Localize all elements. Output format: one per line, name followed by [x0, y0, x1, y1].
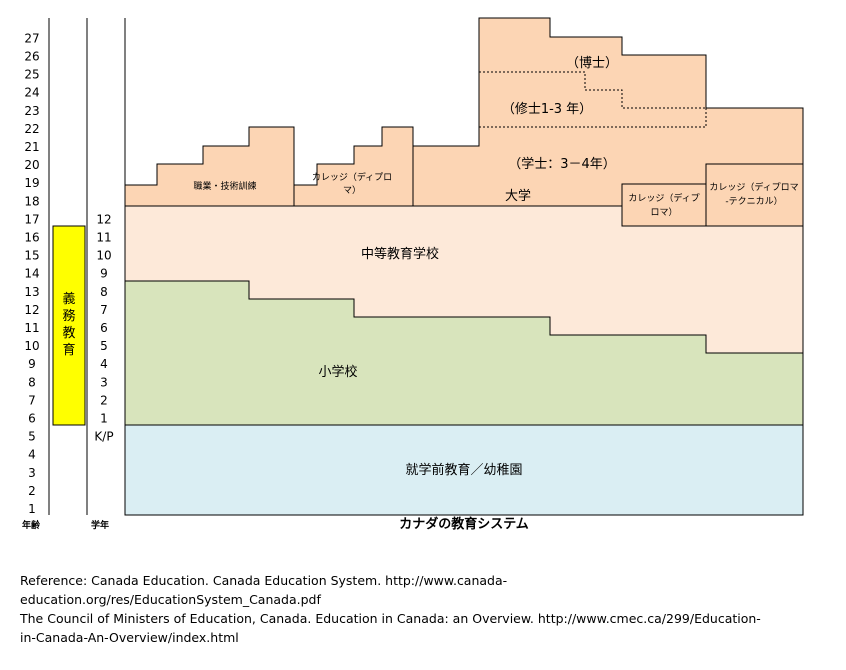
age-label: 1 — [28, 502, 36, 516]
preschool-block — [124, 424, 804, 516]
grade-label: 6 — [100, 321, 108, 335]
age-label: 10 — [24, 339, 39, 353]
compulsory-education-label: 義務教育 — [62, 291, 75, 358]
grade-axis-title: 学年 — [91, 519, 109, 531]
college-diploma-label-line2: マ） — [343, 185, 361, 196]
age-label: 15 — [24, 249, 39, 263]
university-label: 大学 — [505, 188, 531, 204]
age-label: 26 — [24, 50, 39, 64]
grade-label: K/P — [94, 430, 113, 444]
age-axis-title: 年齢 — [22, 519, 41, 531]
vocational-training-block — [124, 126, 295, 207]
preschool-label: 就学前教育／幼稚園 — [405, 462, 522, 478]
age-label: 20 — [24, 158, 39, 172]
elementary-school-block — [124, 280, 804, 426]
age-label: 8 — [28, 375, 36, 389]
age-label: 14 — [24, 267, 39, 281]
reference-line-3: The Council of Ministers of Education, C… — [20, 611, 761, 626]
college-technical-label-line2: -テクニカル） — [725, 196, 782, 207]
elementary-school-label: 小学校 — [318, 364, 357, 380]
grade-label: 10 — [96, 249, 111, 263]
reference-line-1: Reference: Canada Education. Canada Educ… — [20, 573, 508, 588]
age-label: 4 — [28, 448, 36, 462]
college-diploma-2-label-line1: カレッジ（ディプ — [628, 192, 699, 204]
doctor-boundary-line — [479, 71, 706, 109]
vocational-training-label: 職業・技術訓練 — [193, 180, 256, 192]
secondary-school-label: 中等教育学校 — [361, 246, 439, 262]
grade-label: 3 — [100, 375, 108, 389]
grade-label: 4 — [100, 357, 108, 371]
age-label: 6 — [28, 412, 36, 426]
college-technical-label-line1: カレッジ（ディプロマ — [709, 181, 798, 193]
college-technical-block — [705, 163, 804, 227]
age-label: 21 — [24, 140, 39, 154]
grade-label: 9 — [100, 267, 108, 281]
grade-label: 1 — [100, 412, 108, 426]
age-label: 12 — [24, 303, 39, 317]
age-label: 9 — [28, 357, 36, 371]
diagram-title: カナダの教育システム — [399, 516, 529, 532]
reference-line-2: education.org/res/EducationSystem_Canada… — [20, 592, 321, 607]
grade-label: 7 — [100, 303, 108, 317]
age-label: 2 — [28, 484, 36, 498]
college-diploma-2-label-line2: ロマ） — [650, 207, 677, 218]
age-label: 27 — [24, 31, 39, 45]
college-diploma-2-block — [621, 183, 707, 227]
age-label: 23 — [24, 104, 39, 118]
age-label: 19 — [24, 176, 39, 190]
age-label: 13 — [24, 285, 39, 299]
grade-label: 12 — [96, 212, 111, 226]
age-label: 25 — [24, 68, 39, 82]
master-label: （修士1-3 年） — [502, 102, 592, 117]
age-label: 16 — [24, 231, 39, 245]
grade-label: 8 — [100, 285, 108, 299]
age-label: 22 — [24, 122, 39, 136]
grade-label: 11 — [96, 231, 111, 245]
compulsory-education-bar — [52, 225, 86, 426]
age-label: 24 — [24, 86, 39, 100]
college-diploma-label-line1: カレッジ（ディプロ — [312, 171, 392, 183]
age-label: 5 — [28, 430, 36, 444]
grade-label: 2 — [100, 393, 108, 407]
reference-line-4: in-Canada-An-Overview/index.html — [20, 630, 239, 645]
grade-label: 5 — [100, 339, 108, 353]
age-label: 18 — [24, 194, 39, 208]
age-label: 17 — [24, 212, 39, 226]
age-label: 11 — [24, 321, 39, 335]
age-label: 3 — [28, 466, 36, 480]
doctor-label: （博士） — [566, 56, 618, 71]
age-labels: 1234567891011121314151617181920212223242… — [24, 31, 39, 516]
bachelor-label: （学士：3－4年） — [508, 156, 616, 172]
age-label: 7 — [28, 393, 36, 407]
